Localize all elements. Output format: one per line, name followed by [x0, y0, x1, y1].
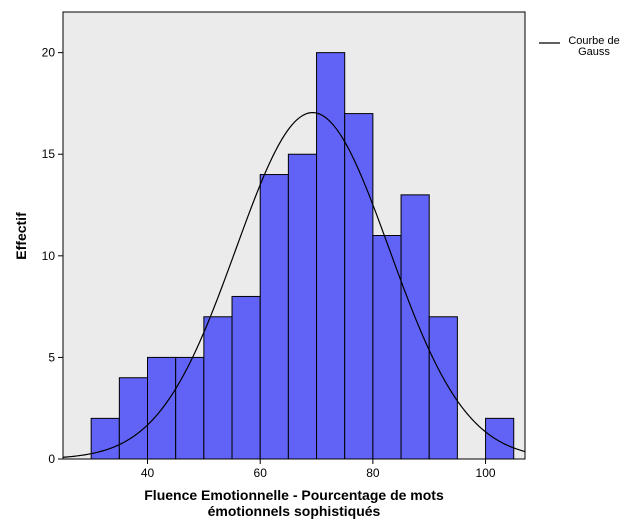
x-tick-label-100: 100 [476, 466, 496, 480]
legend-label-line-2: Gauss [578, 46, 610, 58]
histogram-bar-35-40 [118, 377, 149, 460]
x-tick-label-40: 40 [141, 466, 155, 480]
histogram-bar-85-90 [400, 194, 430, 460]
y-tick-label-15: 15 [42, 147, 56, 161]
y-axis-title: Effectif [13, 212, 29, 260]
histogram-bar-50-55 [203, 316, 233, 460]
histogram-bar-100-105 [485, 417, 515, 460]
histogram-bar-70-75 [316, 52, 346, 460]
bars-layer [90, 52, 515, 460]
y-tick-label-0: 0 [48, 452, 55, 466]
normal-curve [62, 111, 526, 458]
histogram-bar-60-65 [259, 174, 289, 460]
y-tick-label-5: 5 [48, 350, 55, 364]
x-axis-title-line-1: Fluence Emotionnelle - Pourcentage de mo… [144, 487, 444, 503]
histogram-bar-90-95 [428, 316, 458, 460]
axes-layer: 40 60 80 100 0 5 10 15 20 [42, 46, 496, 480]
histogram-bar-75-80 [344, 113, 374, 460]
y-tick-label-20: 20 [42, 46, 56, 60]
histogram-bar-80-85 [372, 235, 402, 460]
x-tick-label-80: 80 [366, 466, 380, 480]
histogram-bar-45-50 [175, 356, 205, 460]
histogram-bar-55-60 [231, 295, 261, 460]
legend-label-line-1: Courbe de [568, 35, 619, 47]
histogram-bar-65-70 [287, 153, 318, 460]
histogram-bar-40-45 [147, 356, 177, 460]
legend: Courbe de Gauss [539, 35, 620, 58]
x-tick-label-60: 60 [254, 466, 268, 480]
y-tick-label-10: 10 [42, 249, 56, 263]
x-axis-title-line-2: émotionnels sophistiqués [208, 503, 381, 519]
